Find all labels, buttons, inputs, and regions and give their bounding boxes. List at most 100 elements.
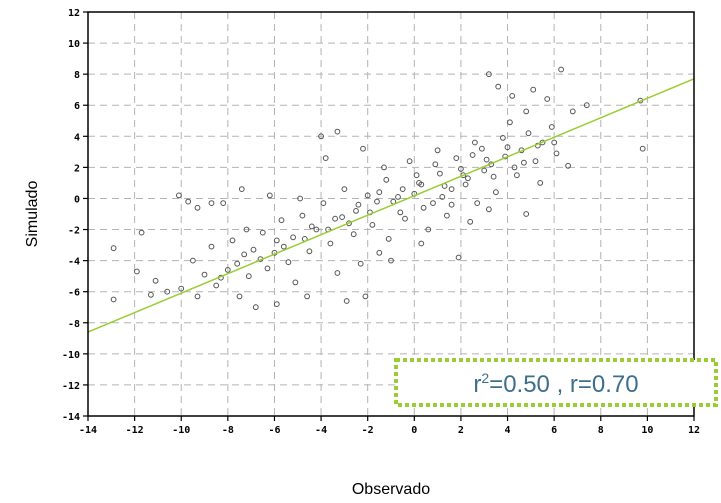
data-point [357, 260, 364, 267]
data-point [245, 273, 252, 280]
data-point [395, 194, 401, 200]
data-point [523, 108, 530, 115]
data-point [355, 201, 362, 208]
data-point [292, 279, 299, 286]
data-point [434, 147, 441, 154]
data-point [341, 186, 348, 193]
plot-frame [87, 11, 695, 417]
data-point [399, 186, 406, 193]
data-point [483, 156, 490, 163]
data-point [229, 237, 236, 244]
data-point [521, 159, 527, 166]
data-point [318, 133, 325, 140]
data-point [418, 240, 425, 247]
data-point [553, 150, 560, 157]
data-point [583, 102, 590, 109]
y-tick-label: -6 [68, 288, 80, 299]
data-point [507, 119, 513, 126]
data-point [353, 208, 359, 214]
line-layer [87, 78, 695, 333]
data-point [402, 215, 408, 222]
data-point [385, 236, 392, 242]
data-point [472, 139, 478, 146]
data-point [285, 259, 292, 266]
data-point [278, 217, 285, 224]
data-point [362, 293, 369, 300]
data-point [548, 124, 555, 130]
data-point [530, 86, 537, 93]
data-point [416, 180, 422, 186]
data-point [481, 167, 488, 174]
grid-layer [88, 12, 694, 416]
data-point [474, 200, 481, 207]
data-point [208, 243, 215, 250]
data-point [544, 96, 551, 102]
x-tick-label: -8 [222, 425, 234, 436]
y-tick-label: 12 [68, 8, 80, 19]
x-tick-label: 12 [688, 425, 700, 436]
data-point [397, 209, 404, 216]
annotation-superscript: 2 [481, 370, 489, 386]
x-tick-label: 8 [598, 425, 604, 436]
x-tick-label: -6 [268, 425, 280, 436]
data-point [500, 135, 506, 141]
data-point [523, 211, 530, 217]
y-tick-label: 2 [74, 163, 80, 174]
data-point [308, 223, 315, 230]
y-tick-label: 6 [74, 101, 80, 112]
data-point [448, 186, 455, 193]
data-point [465, 175, 471, 182]
data-point [224, 267, 231, 273]
data-point [334, 270, 341, 276]
data-point [490, 173, 497, 180]
y-tick-label: -10 [62, 350, 80, 361]
data-point [339, 214, 346, 221]
ticks-layer: -14 -12 -10 -8 -6 -4 -2 0 2 4 6 8 10 12 12 10 8 6 4 2 0 -2 -4 -… [62, 8, 700, 436]
points-layer [110, 66, 646, 311]
data-point [273, 237, 280, 244]
data-point [164, 288, 171, 295]
data-point [134, 268, 140, 275]
data-point [110, 245, 117, 252]
data-point [297, 195, 304, 202]
data-point [152, 277, 159, 284]
data-point [190, 257, 196, 264]
data-point [374, 198, 380, 205]
x-tick-label: -2 [362, 425, 374, 436]
data-point [639, 145, 646, 152]
data-point [448, 201, 455, 208]
data-point [453, 155, 460, 162]
data-point [138, 229, 145, 236]
data-point [273, 301, 280, 308]
data-point [420, 204, 427, 211]
data-point [327, 240, 334, 247]
data-point [343, 298, 350, 304]
y-tick-label: -8 [68, 319, 80, 330]
data-point [469, 152, 476, 158]
data-point [236, 293, 243, 300]
data-point [413, 172, 420, 179]
data-point [514, 172, 520, 179]
x-tick-label: 4 [505, 425, 511, 436]
data-point [194, 204, 201, 211]
data-point [551, 139, 558, 146]
data-point [110, 296, 117, 303]
data-point [532, 158, 539, 165]
data-point [425, 226, 432, 233]
data-point [201, 271, 208, 278]
data-point [479, 145, 485, 152]
data-point [313, 226, 320, 233]
data-point [220, 200, 227, 207]
data-point [350, 231, 357, 238]
data-point [334, 128, 341, 135]
data-point [383, 176, 390, 183]
data-point [493, 189, 499, 196]
data-point [460, 172, 467, 179]
y-tick-label: -4 [68, 257, 80, 268]
x-tick-label: -14 [79, 425, 97, 436]
r-squared-annotation: r2=0.50 , r=0.70 [394, 358, 718, 407]
y-tick-label: -14 [62, 412, 80, 423]
data-point [176, 192, 182, 199]
y-axis-title: Simulado [24, 181, 41, 248]
